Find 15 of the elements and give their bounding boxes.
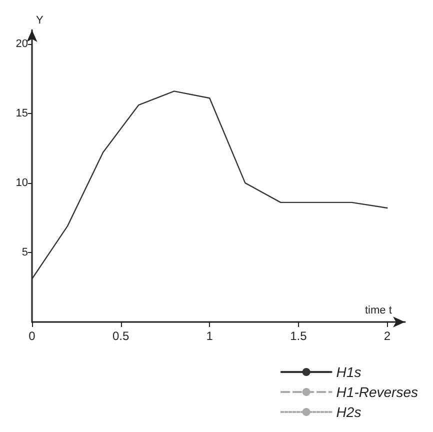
x-axis-title: time t bbox=[365, 304, 392, 316]
x-tick-label: 0 bbox=[28, 329, 36, 343]
y-tick-label: 10 bbox=[16, 176, 28, 189]
x-tick-label: 2 bbox=[384, 329, 391, 343]
x-tick-label: 1.5 bbox=[290, 329, 308, 343]
y-axis-title: Y bbox=[36, 14, 44, 26]
y-tick-label: 15 bbox=[16, 107, 28, 120]
y-tick-label: 5 bbox=[22, 246, 28, 258]
legend-label: H2s bbox=[336, 404, 362, 420]
legend-label: H1s bbox=[336, 364, 362, 380]
x-tick-label: 0.5 bbox=[112, 329, 130, 343]
line-series bbox=[31, 90, 388, 280]
y-tick-label: 20 bbox=[16, 38, 28, 50]
x-tick-label: 1 bbox=[206, 329, 214, 343]
legend-label: H1-Reverses bbox=[336, 384, 418, 400]
